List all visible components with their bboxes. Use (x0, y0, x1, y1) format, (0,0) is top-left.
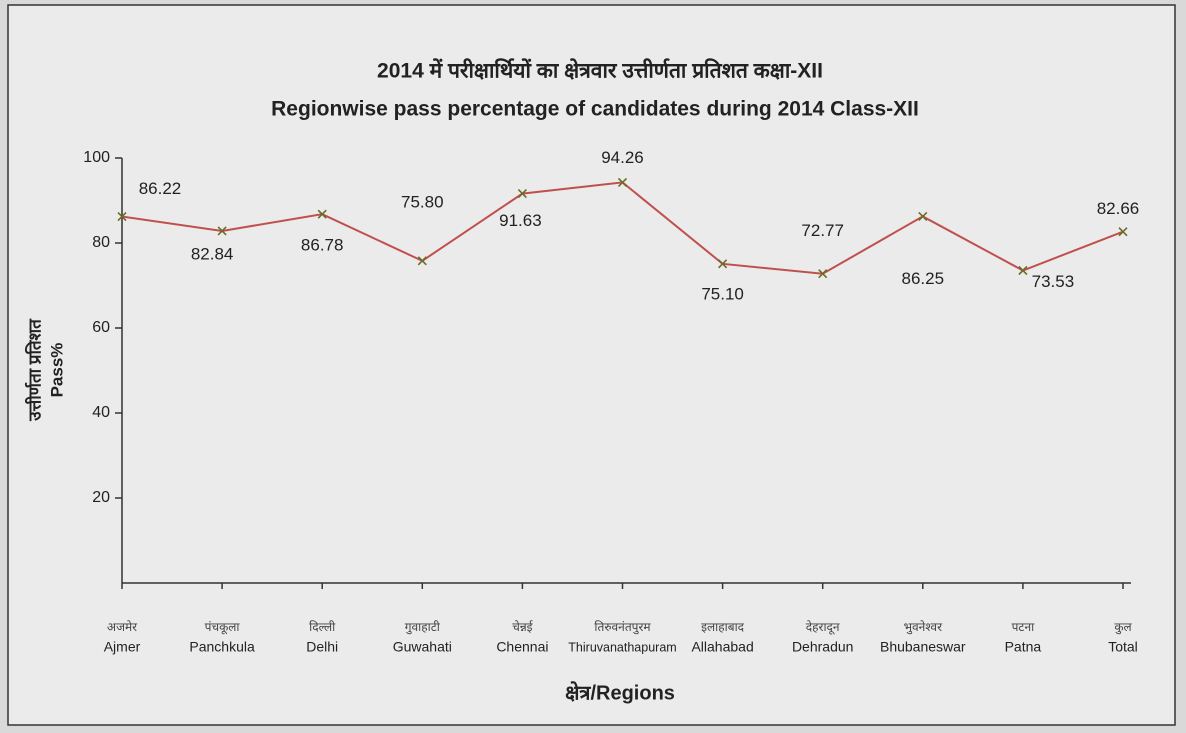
x-tick-label-hindi: भुवनेश्वर (904, 620, 944, 635)
x-tick-label: Guwahati (393, 639, 452, 655)
y-tick-label: 20 (92, 489, 110, 506)
x-tick-label: Chennai (496, 639, 548, 655)
marker (818, 269, 828, 279)
y-tick-label: 60 (92, 319, 110, 336)
data-label: 75.10 (701, 284, 744, 303)
x-tick-label-hindi: गुवाहाटी (405, 620, 441, 635)
marker (517, 189, 527, 199)
data-label: 91.63 (499, 211, 542, 230)
data-label: 75.80 (401, 192, 444, 211)
data-label: 86.78 (301, 236, 344, 255)
data-label: 73.53 (1032, 272, 1075, 291)
y-tick-label: 40 (92, 404, 110, 421)
data-label: 82.84 (191, 244, 234, 263)
data-label: 86.25 (902, 269, 945, 288)
x-tick-label: Delhi (306, 639, 338, 655)
x-tick-label-hindi: चेन्नई (512, 620, 533, 634)
chart-frame (7, 4, 1176, 726)
x-tick-label: Dehradun (792, 639, 854, 655)
x-tick-label: Thiruvanathapuram (568, 640, 676, 654)
marker (117, 211, 127, 222)
x-tick-label: Patna (1005, 639, 1042, 655)
marker (217, 226, 227, 236)
marker (417, 256, 427, 266)
x-tick-label: Bhubaneswar (880, 639, 966, 655)
marker (1118, 227, 1128, 237)
marker (718, 259, 728, 269)
chart-subtitle: Regionwise pass percentage of candidates… (271, 98, 919, 121)
y-tick-label: 80 (92, 234, 110, 251)
marker (317, 209, 327, 219)
chart-title: 2014 में परीक्षार्थियों का क्षेत्रवार उत… (377, 58, 823, 83)
marker (918, 211, 928, 222)
data-label: 72.77 (801, 221, 844, 240)
x-tick-label: Allahabad (691, 639, 753, 655)
marker (1018, 265, 1028, 276)
x-tick-label-hindi: पटना (1012, 620, 1036, 634)
x-tick-label-hindi: तिरुवनंतपुरम (594, 620, 651, 635)
x-tick-label-hindi: देहरादून (806, 620, 840, 635)
y-tick-label: 100 (83, 149, 110, 166)
x-tick-label: Ajmer (104, 639, 141, 655)
y-axis-title: उत्तीर्णता प्रतिशत (24, 318, 44, 422)
x-tick-label-hindi: कुल (1114, 620, 1132, 635)
x-axis-title: क्षेत्र/Regions (565, 680, 675, 704)
x-tick-label-hindi: दिल्ली (309, 620, 336, 634)
x-tick-label-hindi: अजमेर (107, 620, 138, 634)
marker (617, 177, 628, 187)
data-label: 94.26 (601, 148, 644, 167)
y-axis-title: Pass% (47, 343, 66, 398)
x-tick-label-hindi: इलाहाबाद (701, 620, 745, 634)
x-tick-label-hindi: पंचकूला (205, 620, 241, 635)
data-label: 82.66 (1097, 199, 1140, 218)
data-label: 86.22 (139, 179, 182, 198)
x-tick-label: Panchkula (189, 639, 255, 655)
x-tick-label: Total (1108, 639, 1138, 655)
